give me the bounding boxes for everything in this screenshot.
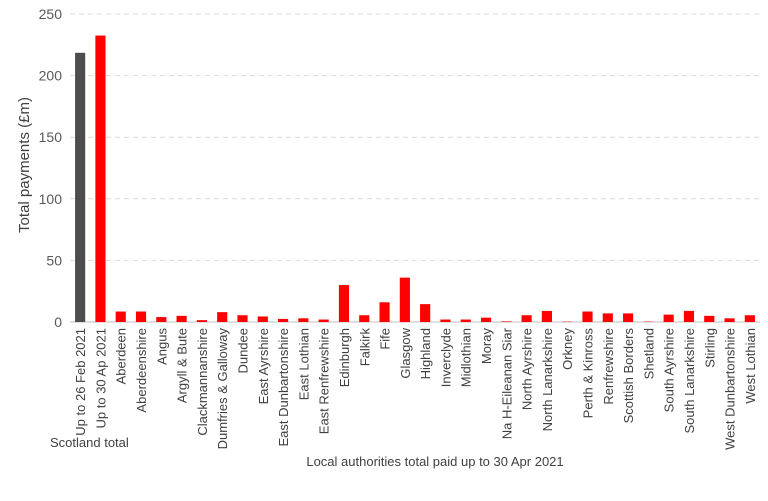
x-tick-label: Glasgow (398, 327, 413, 378)
y-axis-ticks: 0 50 100 150 200 250 (39, 6, 63, 330)
bar (541, 310, 552, 322)
bar (420, 304, 431, 322)
bar (623, 313, 634, 322)
bar (440, 319, 451, 322)
bar (724, 318, 735, 322)
x-tick-label: East Renfrewshire (317, 328, 332, 434)
bar (176, 315, 187, 322)
x-tick-label: Stirling (702, 328, 717, 368)
x-tick-label: Angus (154, 328, 169, 365)
x-tick-label: Highland (418, 328, 433, 379)
bar (237, 315, 248, 322)
local-authorities-group-label: Local authorities total paid up to 30 Ap… (306, 454, 563, 469)
scotland-total-group-label: Scotland total (50, 435, 129, 450)
bar (115, 311, 126, 322)
x-tick-label: Orkney (560, 328, 575, 370)
bar (683, 310, 695, 322)
bar (318, 319, 329, 322)
x-tick-label: East Ayrshire (256, 328, 271, 404)
x-tick-label: Perth & Kinross (581, 328, 596, 419)
x-tick-label: North Ayrshire (520, 328, 535, 410)
x-tick-label: Moray (479, 328, 494, 365)
y-axis-title: Total payments (£m) (16, 97, 33, 233)
bar (359, 315, 370, 322)
y-tick-label: 100 (39, 191, 63, 207)
bar (95, 35, 106, 323)
x-tick-label: Midlothian (459, 328, 474, 387)
x-tick-label: West Dunbartonshire (723, 328, 738, 450)
x-tick-label: South Lanarkshire (682, 328, 697, 434)
bar (75, 52, 86, 323)
bar (663, 314, 674, 322)
bar (399, 277, 410, 322)
x-tick-label: Na H-Eileanan Siar (499, 327, 514, 439)
x-tick-label: Falkirk (357, 328, 372, 367)
x-tick-label: Aberdeenshire (134, 328, 149, 413)
x-tick-label: Aberdeen (114, 328, 129, 384)
x-tick-label: West Lothian (743, 328, 758, 404)
bar (338, 285, 350, 322)
x-tick-label: Dundee (236, 328, 251, 374)
x-tick-label: Clackmannanshire (195, 328, 210, 436)
x-tick-label: East Lothian (296, 328, 311, 400)
bar (217, 312, 228, 322)
bar (460, 319, 471, 322)
bar (582, 311, 593, 322)
bar (257, 316, 268, 322)
y-tick-label: 200 (39, 68, 63, 84)
bar (480, 317, 492, 322)
x-axis-labels: Up to 26 Feb 2021 Up to 30 Ap 2021 Aberdee… (73, 327, 758, 450)
bar (196, 320, 207, 322)
y-tick-label: 150 (39, 129, 63, 145)
x-tick-label: Scottish Borders (621, 328, 636, 424)
bars (75, 35, 755, 323)
bar (744, 315, 755, 322)
x-tick-label: Fife (378, 328, 393, 350)
x-tick-label: Inverclyde (438, 328, 453, 387)
bar (278, 318, 289, 322)
x-tick-label: Argyll & Bute (175, 328, 190, 403)
bar (704, 315, 715, 322)
x-tick-label: North Lanarkshire (540, 328, 555, 431)
x-tick-label: Shetland (641, 328, 656, 379)
gridlines (70, 13, 760, 261)
bar (501, 321, 512, 322)
x-tick-label: South Ayrshire (662, 328, 677, 412)
y-tick-label: 0 (54, 314, 62, 330)
y-tick-label: 250 (39, 6, 63, 22)
bar (379, 302, 390, 322)
x-tick-label: Dumfries & Galloway (215, 328, 230, 450)
x-tick-label: Up to 26 Feb 2021 (73, 328, 88, 436)
x-tick-label: Edinburgh (337, 328, 352, 387)
bar (602, 313, 613, 322)
y-tick-label: 50 (46, 252, 62, 268)
x-tick-label: Up to 30 Ap 2021 (93, 328, 108, 428)
bar (298, 318, 309, 322)
x-tick-label: Renfrewshire (601, 328, 616, 405)
bar (135, 311, 147, 322)
bar (156, 317, 167, 322)
x-tick-label: East Dunbartonshire (276, 328, 291, 447)
bar (521, 315, 532, 322)
